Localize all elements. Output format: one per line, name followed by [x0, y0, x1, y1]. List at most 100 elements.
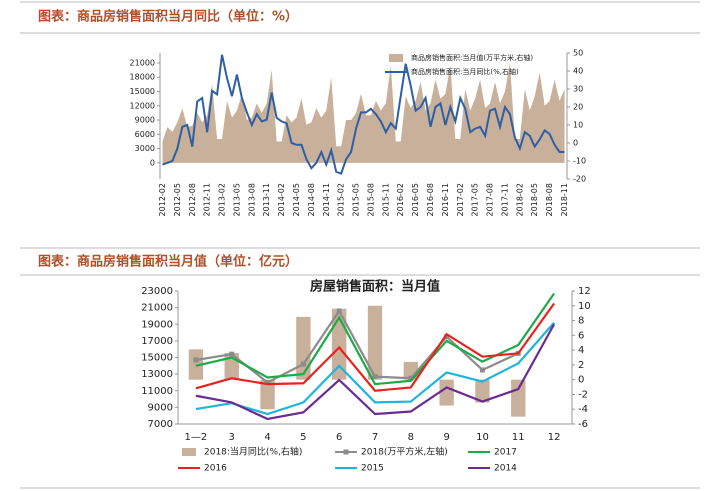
y-tick-label: 9000 — [148, 402, 173, 413]
x-tick-label: 2018-05 — [530, 183, 539, 216]
y-tick-label: 7000 — [148, 419, 173, 430]
y2-tick-label: -2 — [578, 389, 588, 400]
legend-label: 2018:当月同比(%,右轴) — [204, 446, 302, 458]
line — [195, 302, 555, 392]
y-tick-label: 21000 — [141, 303, 173, 314]
legend-label: 2015 — [361, 464, 384, 474]
y-tick-label: 13000 — [141, 369, 173, 380]
x-tick-label: 2016-05 — [411, 183, 420, 216]
y-tick-label: 21000 — [130, 58, 155, 67]
x-tick-label: 12 — [548, 432, 561, 443]
y2-tick-label: 10 — [578, 301, 591, 312]
y2-tick-label: 50 — [573, 49, 583, 58]
x-tick-label: 3 — [229, 432, 235, 443]
x-tick-label: 2014-08 — [307, 183, 316, 216]
y-tick-label: 15000 — [130, 87, 155, 96]
x-tick-label: 2013-11 — [262, 183, 271, 216]
x-tick-label: 2015-08 — [366, 183, 375, 216]
x-tick-label: 5 — [300, 432, 306, 443]
bar — [188, 349, 204, 380]
y-tick-label: 23000 — [141, 286, 173, 297]
x-tick-label: 2017-08 — [486, 183, 495, 216]
x-tick-label: 2014-02 — [277, 183, 286, 216]
legend-swatch — [389, 54, 403, 62]
y2-tick-label: 0 — [573, 139, 578, 148]
y-tick-label: 15000 — [141, 353, 173, 364]
x-tick-label: 2016-11 — [441, 183, 450, 216]
legend-swatch — [182, 448, 196, 456]
x-tick-label: 11 — [512, 432, 525, 443]
y-tick-label: 0 — [150, 158, 155, 167]
x-tick-label: 2013-05 — [232, 183, 241, 216]
x-tick-label: 2012-08 — [188, 183, 197, 216]
marker — [300, 361, 306, 367]
y2-tick-label: 2 — [578, 360, 584, 371]
line — [195, 308, 519, 384]
legend-marker — [343, 449, 349, 455]
y2-tick-label: 30 — [573, 85, 583, 94]
y-tick-label: 12000 — [130, 101, 155, 110]
y2-tick-label: -6 — [578, 419, 588, 430]
marker — [408, 375, 414, 381]
x-tick-label: 2013-02 — [218, 183, 227, 216]
y2-tick-label: 6 — [578, 330, 584, 341]
legend-label: 商品房销售面积:当月同比(%,右轴) — [411, 67, 519, 76]
y-tick-label: 17000 — [141, 336, 173, 347]
legend-label: 2017 — [494, 448, 517, 458]
x-tick-label: 2012-05 — [173, 183, 182, 216]
x-tick-label: 7 — [372, 432, 378, 443]
marker — [444, 334, 450, 340]
legend-label: 2018(万平方米,左轴) — [361, 446, 448, 458]
marker — [193, 357, 199, 363]
x-tick-label: 2013-08 — [247, 183, 256, 216]
x-tick-label: 2014-05 — [292, 183, 301, 216]
y2-tick-label: 20 — [573, 103, 583, 112]
x-tick-label: 2017-11 — [500, 183, 509, 216]
y2-tick-label: 0 — [578, 375, 584, 386]
y2-tick-label: 8 — [578, 316, 584, 327]
line — [195, 321, 555, 416]
legend-label: 2016 — [204, 464, 227, 474]
line — [195, 323, 556, 421]
y-tick-label: 3000 — [135, 144, 155, 153]
marker — [265, 379, 271, 385]
bar — [260, 379, 275, 410]
x-tick-label: 2012-02 — [158, 183, 167, 216]
y2-tick-label: -20 — [573, 175, 586, 184]
x-tick-label: 2015-05 — [352, 183, 361, 216]
x-tick-label: 2017-02 — [456, 183, 465, 216]
marker — [372, 374, 378, 380]
x-tick-label: 2018-11 — [560, 183, 569, 216]
x-tick-label: 2015-02 — [337, 183, 346, 216]
legend-label: 商品房销售面积:当月值(万平方米,右轴) — [411, 53, 533, 62]
y-tick-label: 11000 — [141, 386, 173, 397]
x-tick-label: 2012-11 — [203, 183, 212, 216]
x-tick-label: 2015-11 — [381, 183, 390, 216]
x-tick-label: 6 — [336, 432, 342, 443]
x-tick-label: 4 — [264, 432, 270, 443]
y2-tick-label: 4 — [578, 345, 584, 356]
marker — [229, 351, 235, 357]
bar — [511, 379, 526, 417]
bar — [367, 305, 383, 380]
legend-label: 2014 — [494, 464, 517, 474]
y2-tick-label: 40 — [573, 67, 583, 76]
caption: 图表：商品房销售面积当月值（单位：亿元） — [38, 254, 298, 270]
marker — [479, 367, 485, 373]
x-tick-label: 2018-02 — [515, 183, 524, 216]
y-tick-label: 19000 — [141, 319, 173, 330]
x-tick-label: 8 — [408, 432, 414, 443]
x-tick-label: 1—2 — [185, 432, 208, 443]
bar — [475, 379, 490, 403]
x-tick-label: 2018-08 — [545, 183, 554, 216]
bar — [296, 316, 311, 380]
x-tick-label: 2017-05 — [471, 183, 480, 216]
line — [162, 54, 565, 175]
x-tick-label: 9 — [443, 432, 449, 443]
x-tick-label: 10 — [476, 432, 489, 443]
y2-tick-label: 10 — [573, 121, 583, 130]
chart-title: 房屋销售面积：当月值 — [310, 279, 440, 295]
marker — [336, 308, 342, 314]
x-tick-label: 2014-11 — [322, 183, 331, 216]
